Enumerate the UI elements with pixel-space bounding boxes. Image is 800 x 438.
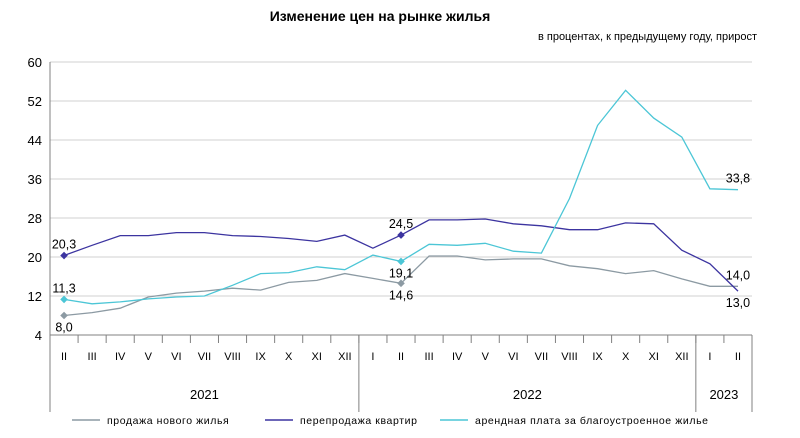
legend: продажа нового жилья перепродажа квартир а…	[72, 415, 709, 427]
resale-marker	[397, 231, 405, 239]
y-tick-label: 60	[28, 55, 42, 70]
x-tick-label: X	[285, 351, 293, 363]
x-tick-label: XII	[338, 351, 351, 363]
x-tick-label: II	[735, 351, 741, 363]
x-tick-label: X	[622, 351, 630, 363]
x-tick-label: VI	[508, 351, 518, 363]
resale-legend-label: перепродажа квартир	[300, 415, 418, 427]
rent-marker	[397, 257, 405, 266]
resale-data-label: 24,5	[389, 217, 413, 231]
y-tick-label: 4	[35, 328, 42, 343]
x-tick-label: IV	[452, 351, 463, 363]
y-tick-label: 20	[28, 250, 42, 265]
rent-data-label: 11,3	[52, 281, 75, 295]
rent-data-label: 33,8	[726, 172, 750, 186]
x-tick-label: VIII	[561, 351, 578, 363]
new_housing-data-label: 14,0	[726, 268, 750, 282]
x-tick-label: VIII	[224, 351, 241, 363]
y-tick-label: 28	[28, 211, 42, 226]
x-tick-label: XI	[312, 351, 322, 363]
year-label: 2023	[709, 387, 738, 402]
x-tick-label: V	[482, 351, 490, 363]
rent-marker	[60, 295, 68, 304]
new_housing-marker	[60, 311, 68, 320]
year-label: 2021	[190, 387, 219, 402]
new_housing-marker	[397, 279, 405, 288]
x-tick-label: V	[145, 351, 153, 363]
x-tick-label: XII	[675, 351, 688, 363]
y-tick-label: 44	[28, 133, 42, 148]
chart-title: Изменение цен на рынке жилья	[269, 8, 491, 24]
x-tick-label: II	[398, 351, 404, 363]
x-tick-label: III	[424, 351, 433, 363]
rent-legend-label: арендная плата за благоустроенное жилье	[475, 415, 709, 427]
series-lines	[60, 89, 739, 320]
x-tick-label: VII	[198, 351, 211, 363]
y-tick-label: 52	[28, 94, 42, 109]
resale-marker	[60, 251, 68, 260]
x-tick-label: I	[708, 351, 711, 363]
resale-data-label: 20,3	[52, 238, 76, 252]
x-tick-label: IX	[255, 351, 266, 363]
y-tick-label: 12	[28, 289, 42, 304]
new_housing-data-label: 8,0	[55, 321, 72, 335]
new_housing-data-label: 14,6	[389, 288, 413, 302]
x-tick-label: XI	[649, 351, 659, 363]
resale-data-label: 13,0	[726, 296, 750, 310]
y-tick-label: 36	[28, 172, 42, 187]
x-tick-label: IV	[115, 351, 126, 363]
x-tick-label: VI	[171, 351, 181, 363]
x-tick-label: IX	[592, 351, 603, 363]
x-tick-label: II	[61, 351, 67, 363]
x-tick-label: VII	[535, 351, 548, 363]
x-tick-label: III	[88, 351, 97, 363]
x-tick-label: I	[371, 351, 374, 363]
data-labels: 8,0 14,6 14,0 20,3 24,5 13,0 11,3 19,1 33,8	[52, 172, 750, 335]
rent-data-label: 19,1	[389, 266, 413, 280]
new_housing-legend-label: продажа нового жилья	[107, 415, 229, 427]
year-label: 2022	[513, 387, 542, 402]
chart-subtitle: в процентах, к предыдущему году, прирост	[537, 31, 757, 43]
